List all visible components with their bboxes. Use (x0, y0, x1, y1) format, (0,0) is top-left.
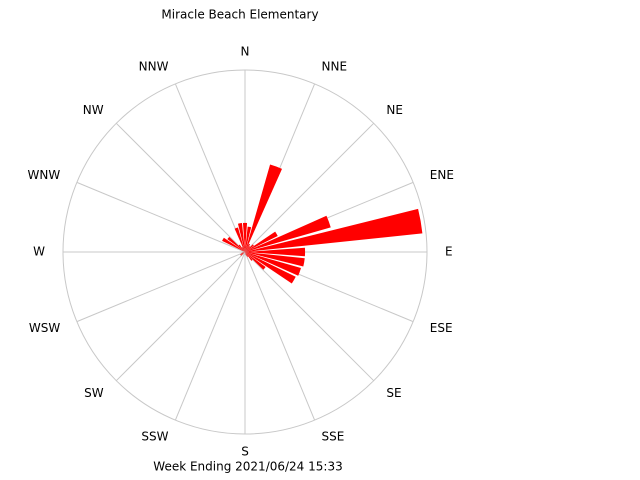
wedge (245, 252, 301, 276)
spoke (174, 83, 246, 253)
spoke (174, 251, 246, 421)
wedge (241, 247, 245, 252)
chart-title: Miracle Beach Elementary (161, 8, 318, 22)
wedge (245, 208, 423, 252)
wedge (242, 222, 248, 252)
wedge (237, 223, 245, 252)
direction-label: WSW (29, 321, 60, 335)
direction-label: WNW (28, 168, 61, 182)
spoke (244, 251, 375, 382)
spoke (244, 251, 316, 421)
direction-label: SSW (141, 429, 168, 443)
wedge (245, 252, 266, 270)
spoke (244, 122, 375, 253)
wedge (245, 252, 247, 256)
spoke (115, 122, 246, 253)
wedge (245, 252, 296, 284)
wedge (234, 227, 245, 252)
wedge (245, 215, 331, 252)
direction-label: SSE (322, 429, 345, 443)
wedge (245, 252, 305, 267)
wedge (238, 244, 245, 252)
direction-label: ENE (430, 168, 454, 182)
wedge (245, 244, 254, 252)
wedge (240, 252, 245, 256)
direction-label: SE (386, 386, 401, 400)
direction-label: N (241, 45, 250, 59)
direction-label: NNE (322, 60, 348, 74)
wedge (245, 252, 249, 257)
direction-label: SW (84, 386, 104, 400)
direction-label: NNW (139, 60, 169, 74)
wedge (240, 252, 245, 256)
direction-label: E (445, 245, 453, 259)
chart-footer: Week Ending 2021/06/24 15:33 (153, 460, 342, 474)
direction-label: NE (386, 103, 403, 117)
wedge (245, 226, 252, 252)
wedge (245, 243, 251, 252)
spoke (115, 251, 246, 382)
direction-label: ESE (430, 321, 453, 335)
wedge (222, 237, 245, 252)
direction-label: S (241, 445, 249, 459)
wedge (241, 252, 245, 254)
direction-label: W (33, 245, 45, 259)
spoke (76, 181, 246, 253)
wedge (245, 247, 306, 257)
wedge (227, 236, 245, 252)
wedge (245, 246, 251, 252)
wedge (245, 252, 253, 261)
spoke (76, 251, 246, 323)
wedge (245, 231, 278, 252)
direction-label: NW (83, 103, 104, 117)
wedge (245, 164, 283, 252)
